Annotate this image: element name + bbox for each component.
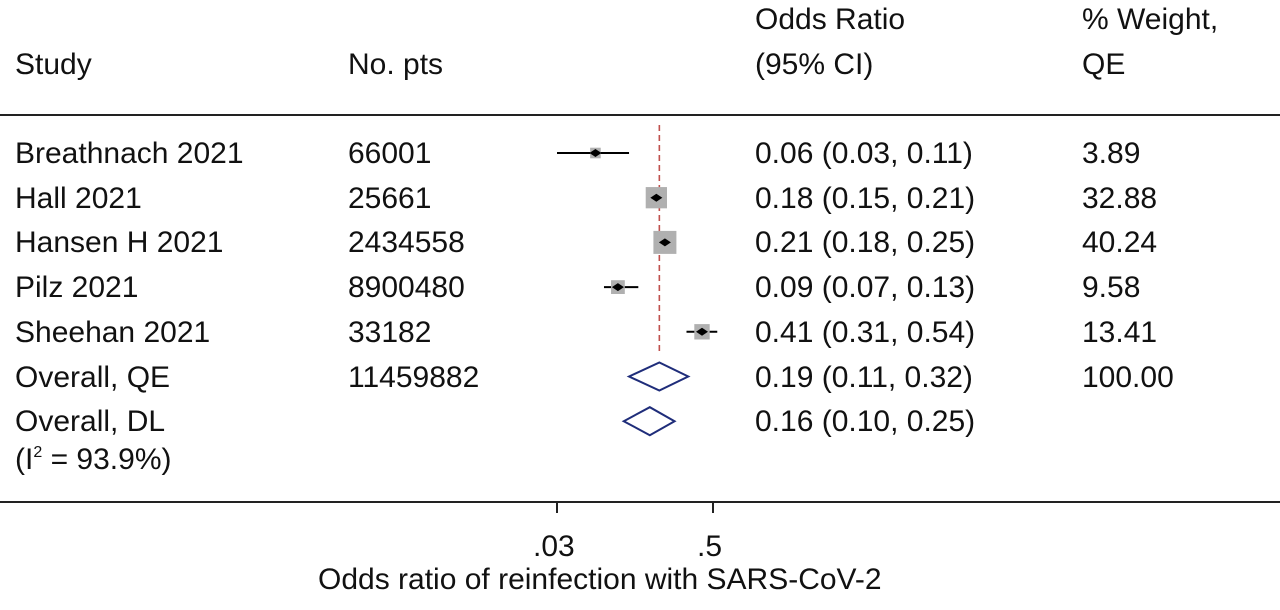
study-name: Breathnach 2021 [15, 137, 244, 170]
study-ci: 0.06 (0.03, 0.11) [755, 137, 973, 170]
header-no-pts: No. pts [348, 48, 444, 81]
study-name: Overall, DL [15, 405, 166, 439]
study-weight: 40.24 [1082, 226, 1158, 260]
study-weight: 3.89 [1082, 137, 1141, 170]
x-tick-label: .03 [533, 530, 575, 563]
study-n: 11459882 [348, 360, 480, 394]
study-weight: 32.88 [1082, 181, 1158, 215]
study-weight: 13.41 [1082, 315, 1158, 349]
study-n: 8900480 [348, 271, 465, 305]
study-ci: 0.19 (0.11, 0.32) [755, 360, 973, 394]
point-estimate [650, 193, 663, 202]
study-ci: 0.41 (0.31, 0.54) [755, 315, 976, 349]
header-weight-qe: QE [1082, 48, 1126, 81]
study-name: Pilz 2021 [15, 271, 139, 305]
study-ci: 0.18 (0.15, 0.21) [755, 181, 976, 215]
i2-suffix: = 93.9%) [42, 443, 172, 476]
study-weight: 9.58 [1082, 271, 1141, 305]
heterogeneity-label: (I2 = 93.9%) [15, 445, 171, 475]
x-axis-label: Odds ratio of reinfection with SARS-CoV-… [318, 563, 882, 596]
study-ci: 0.16 (0.10, 0.25) [755, 405, 976, 439]
study-name: Sheehan 2021 [15, 315, 211, 349]
study-name: Hansen H 2021 [15, 226, 224, 260]
study-n: 2434558 [348, 226, 465, 260]
study-ci: 0.09 (0.07, 0.13) [755, 271, 976, 305]
header-weight: % Weight, [1082, 3, 1219, 36]
study-n: 33182 [348, 315, 432, 349]
summary-diamond [626, 361, 691, 392]
study-ci: 0.21 (0.18, 0.25) [755, 226, 976, 260]
header-odds-ratio: Odds Ratio [755, 3, 906, 36]
summary-diamond [621, 406, 677, 437]
i2-prefix: (I [15, 443, 34, 476]
study-n: 66001 [348, 137, 432, 170]
study-weight: 100.00 [1082, 360, 1174, 394]
header-ci: (95% CI) [755, 48, 874, 81]
study-name: Overall, QE [15, 360, 171, 394]
point-estimate [658, 238, 671, 247]
study-n: 25661 [348, 181, 432, 215]
header-study: Study [15, 48, 92, 81]
x-tick-label: .5 [697, 530, 723, 563]
i2-superscript: 2 [33, 444, 43, 461]
point-estimate [611, 283, 624, 292]
study-name: Hall 2021 [15, 181, 142, 215]
point-estimate [695, 327, 708, 336]
point-estimate [589, 149, 602, 157]
